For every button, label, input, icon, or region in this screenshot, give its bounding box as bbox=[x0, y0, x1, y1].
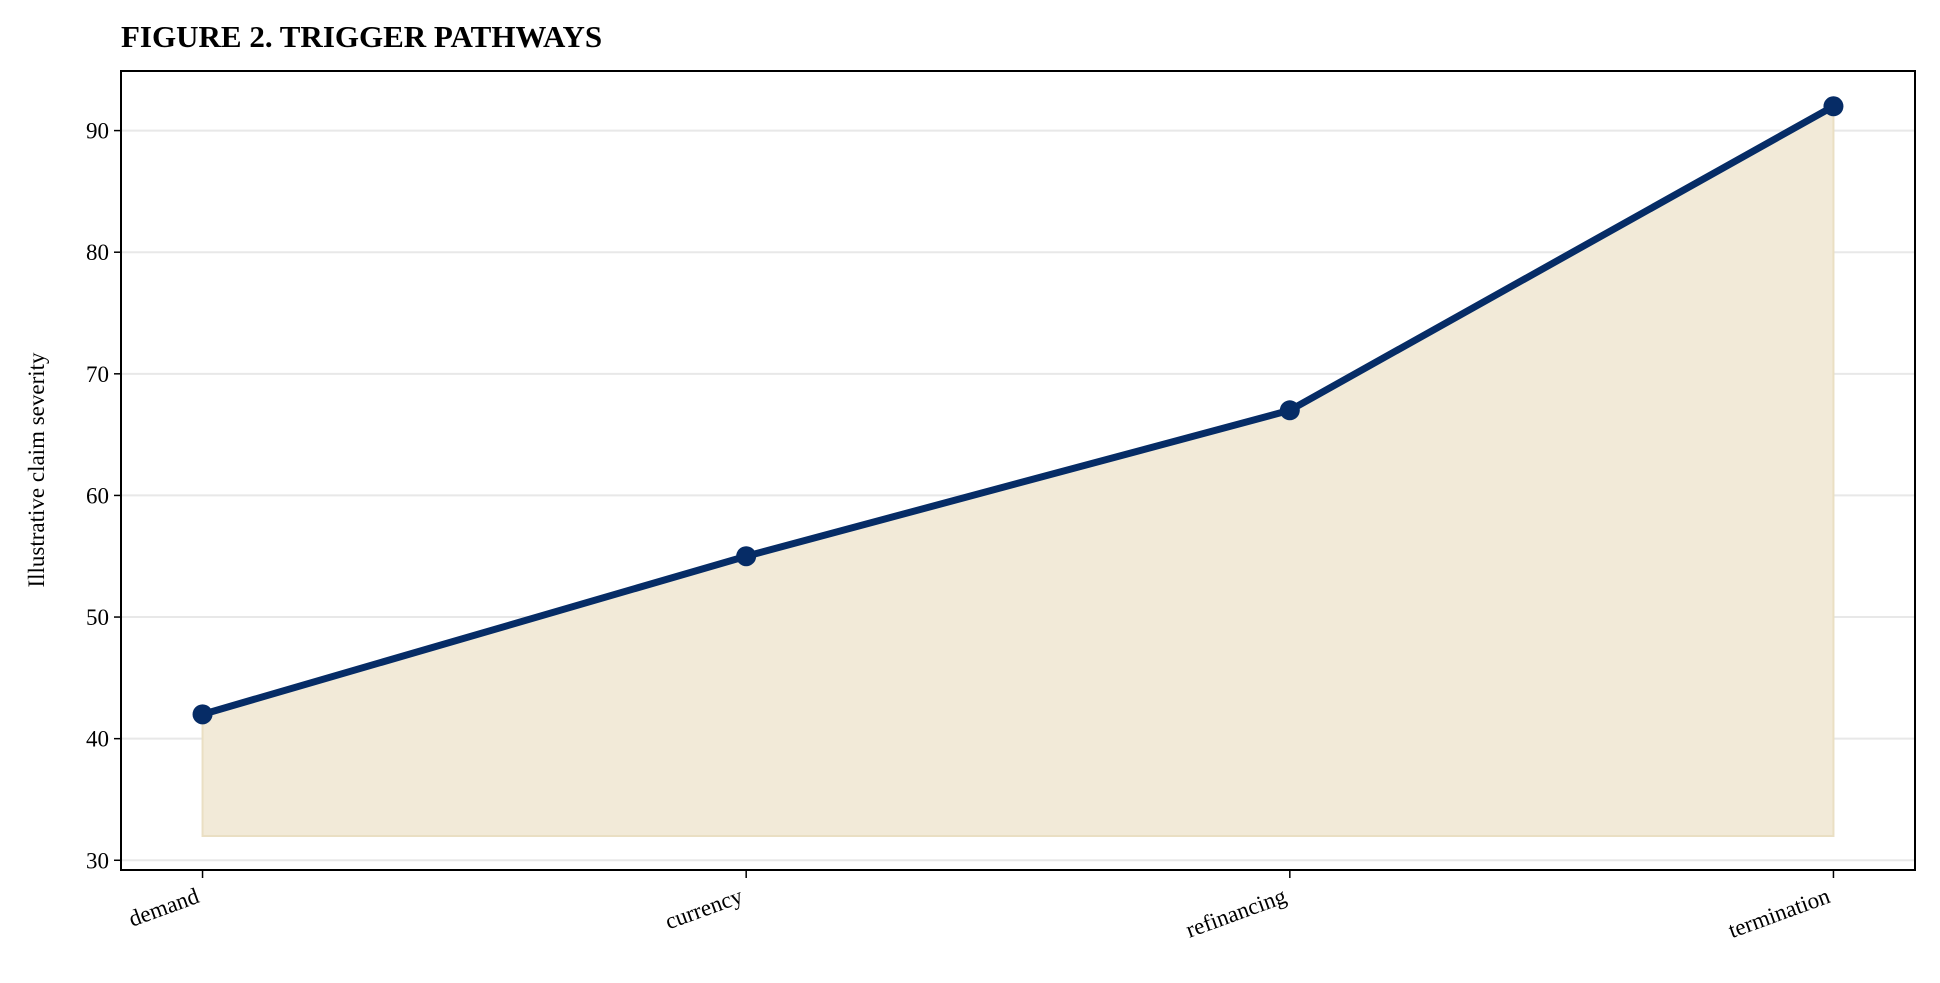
line bbox=[201, 103, 1836, 718]
y-tick-label: 70 bbox=[86, 362, 109, 387]
area bbox=[201, 104, 1835, 837]
plot-frame bbox=[120, 70, 1916, 871]
marker bbox=[192, 704, 213, 725]
y-tick-label: 30 bbox=[86, 848, 109, 873]
marker bbox=[736, 546, 757, 567]
marker bbox=[1279, 400, 1300, 421]
y-axis-label: Illustrative claim severity bbox=[24, 352, 49, 588]
x-tick-label: currency bbox=[662, 883, 747, 934]
chart-title: FIGURE 2. TRIGGER PATHWAYS bbox=[121, 19, 602, 54]
x-tick-label: refinancing bbox=[1183, 883, 1290, 942]
y-tick-label: 90 bbox=[86, 119, 109, 144]
marker bbox=[1823, 96, 1844, 117]
y-tick-label: 50 bbox=[86, 605, 109, 630]
y-tick-label: 60 bbox=[86, 483, 109, 508]
y-tick-label: 40 bbox=[86, 727, 109, 752]
x-tick-label: demand bbox=[125, 883, 202, 932]
y-tick-label: 80 bbox=[86, 240, 109, 265]
x-tick-label: termination bbox=[1725, 883, 1834, 943]
